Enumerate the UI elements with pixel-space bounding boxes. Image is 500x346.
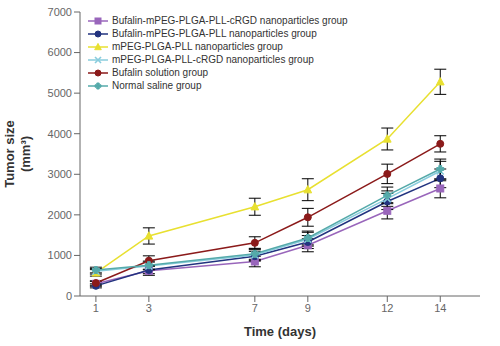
svg-text:4000: 4000 [48,128,72,140]
svg-text:12: 12 [381,302,393,314]
html-text:Normal saline group: Normal saline group [112,80,202,91]
svg-text:3: 3 [146,302,152,314]
svg-text:1: 1 [93,302,99,314]
svg-text:7: 7 [252,302,258,314]
svg-text:7000: 7000 [48,6,72,18]
html-text:mPEG-PLGA-PLL nanoparticles gr: mPEG-PLGA-PLL nanoparticles group [112,41,283,52]
svg-text:Time (days): Time (days) [244,324,316,339]
svg-text:3000: 3000 [48,168,72,180]
svg-text:1000: 1000 [48,249,72,261]
svg-text:6000: 6000 [48,46,72,58]
svg-text:2000: 2000 [48,209,72,221]
html-text:Bufalin solution group: Bufalin solution group [112,67,209,78]
svg-text:5000: 5000 [48,87,72,99]
html-text:Bufalin-mPEG-PLGA-PLL-cRGD nan: Bufalin-mPEG-PLGA-PLL-cRGD nanoparticles… [112,15,348,26]
svg-text:0: 0 [66,290,72,302]
svg-text:9: 9 [305,302,311,314]
svg-text:14: 14 [434,302,446,314]
html-text:Bufalin-mPEG-PLGA-PLL nanopart: Bufalin-mPEG-PLGA-PLL nanoparticles grou… [112,28,317,39]
svg-text:Tumor size(mm³): Tumor size(mm³) [8,120,33,188]
html-text:mPEG-PLGA-PLL-cRGD nanoparticl: mPEG-PLGA-PLL-cRGD nanoparticles group [112,54,314,65]
